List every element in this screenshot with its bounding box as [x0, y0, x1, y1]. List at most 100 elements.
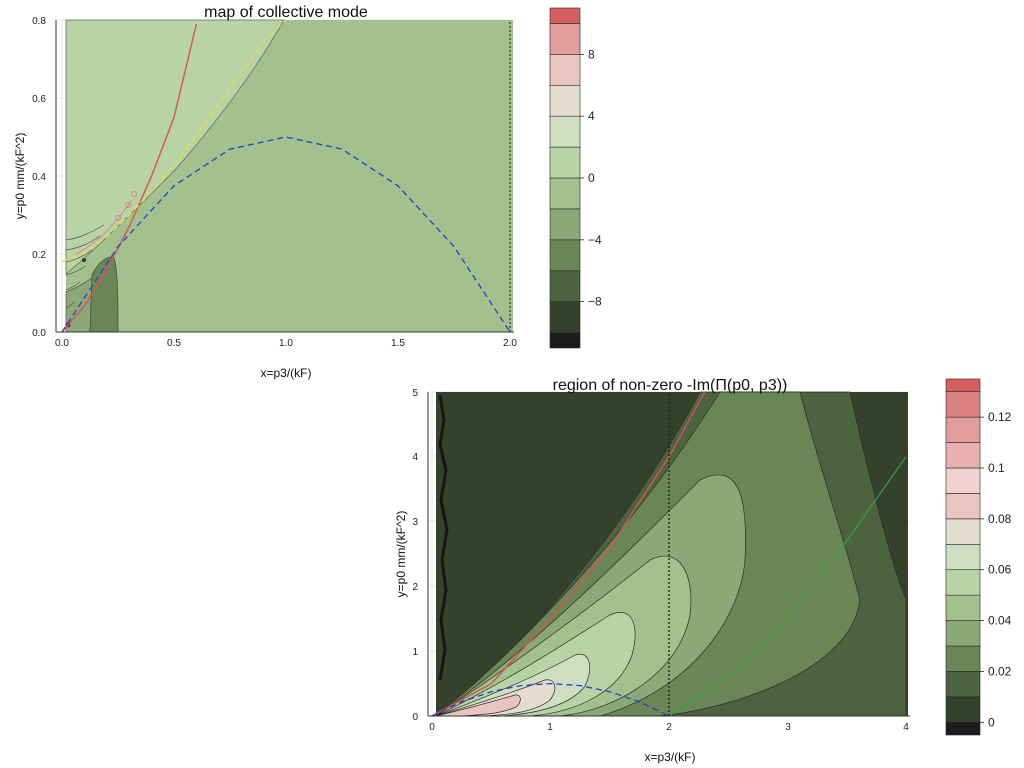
chart2-ytick-4: 4 [412, 452, 418, 463]
chart2-ytick-0: 0 [412, 712, 418, 723]
chart2-colorbar-ticks: 0 0.02 0.04 0.06 0.08 0.1 0.12 [980, 410, 1012, 729]
chart2-band-7 [435, 679, 556, 717]
chart2-xtick-4: 4 [903, 722, 909, 733]
chart2-colorbar-label-0.06: 0.06 [988, 563, 1012, 577]
chart2-colorbar-segment-12 [945, 416, 981, 443]
chart1-colorbar-segment-1 [549, 301, 581, 333]
chart1-colorbar-segment-3 [549, 239, 581, 272]
chart1-colorbar-segment-5 [549, 177, 581, 210]
chart1-colorbar-label-0: 0 [588, 171, 595, 185]
chart1-ylabel: y=p0 mm/(kF^2) [13, 133, 27, 220]
chart2-colorbar-label-0.08: 0.08 [988, 512, 1012, 526]
chart1-red-curve [61, 23, 198, 333]
chart1-xtick-0.0: 0.0 [55, 338, 69, 349]
chart2-colorbar-segment-3 [945, 645, 981, 672]
chart1-ytick-0.0: 0.0 [32, 328, 46, 339]
chart1-contour-line-6 [65, 301, 75, 309]
chart1-contour-dot-dark-1 [82, 258, 86, 262]
chart2-xtick-1: 1 [547, 722, 553, 733]
chart-collective-mode: 0.0 0.5 1.0 1.5 2.0 0.0 0.2 0.4 0.6 0.8 … [13, 4, 602, 380]
chart1-ytick-0.4: 0.4 [32, 172, 46, 183]
chart1-contour-line-5 [65, 281, 81, 291]
chart1-colorbar-label-m4: −4 [588, 233, 602, 247]
chart2-colorbar-label-0.02: 0.02 [988, 664, 1012, 678]
chart1-ytick-0.8: 0.8 [32, 16, 46, 27]
chart2-colorbar-segment-10 [945, 467, 981, 494]
chart2-colorbar-segment-6 [945, 569, 981, 596]
chart2-colorbar-segment-13 [945, 391, 981, 418]
chart-non-zero-im-pi: 0 1 2 3 4 0 1 2 3 4 5 region of non-zero… [394, 377, 1012, 764]
chart2-colorbar-segment-4 [945, 620, 981, 647]
chart2-ylabel: y=p0 mm/(kF^2) [394, 511, 408, 598]
chart1-region-small-pocket [89, 256, 119, 333]
chart2-colorbar-segment-2 [945, 671, 981, 698]
chart1-colorbar-segment-11 [549, 7, 581, 24]
chart1-colorbar-segment-0 [549, 332, 581, 349]
chart1-colorbar-segment-2 [549, 270, 581, 302]
chart2-colorbar-segment-11 [945, 442, 981, 469]
chart2-colorbar [945, 378, 981, 736]
chart1-contour-line-2 [65, 235, 101, 251]
chart2-colorbar-label-0.04: 0.04 [988, 614, 1012, 628]
chart2-colorbar-segment-8 [945, 518, 981, 545]
chart1-contour-line-4 [65, 265, 87, 276]
chart1-xlabel: x=p3/(kF) [260, 366, 311, 380]
chart1-xtick-1.5: 1.5 [391, 338, 405, 349]
chart2-blue-dashed-curve [431, 682, 670, 717]
chart1-colorbar-segment-8 [549, 84, 581, 117]
chart1-colorbar-label-m8: −8 [588, 295, 602, 309]
chart1-contour-dot-3 [131, 191, 137, 197]
chart1-xtick-1.0: 1.0 [279, 338, 293, 349]
chart2-colorbar-segment-0 [945, 721, 981, 736]
chart1-contour-line-3 [65, 249, 93, 263]
chart1-xtick-2.0: 2.0 [503, 338, 517, 349]
chart1-region-left-upper [65, 19, 285, 275]
chart1-colorbar-segment-6 [549, 146, 581, 179]
chart1-contour-line-1 [65, 224, 105, 241]
chart2-ytick-2: 2 [412, 582, 418, 593]
chart1-contour-wiggle-pink [71, 199, 133, 259]
chart2-ytick-1: 1 [412, 647, 418, 658]
chart1-title: map of collective mode [204, 4, 368, 21]
chart1-xtick-0.5: 0.5 [167, 338, 181, 349]
chart1-colorbar-label-8: 8 [588, 47, 595, 61]
chart2-xtick-0: 0 [429, 722, 435, 733]
chart2-contour-fill [434, 391, 908, 717]
chart1-yellow-dashed-curve [61, 19, 287, 263]
chart2-colorbar-segment-1 [945, 696, 981, 723]
chart2-colorbar-label-0: 0 [988, 715, 995, 729]
chart2-colorbar-segment-9 [945, 493, 981, 520]
chart2-xtick-3: 3 [785, 722, 791, 733]
chart1-curves [61, 19, 511, 333]
chart2-band-6 [435, 653, 591, 717]
chart1-colorbar-segment-9 [549, 54, 581, 86]
chart2-noise-left [438, 394, 449, 681]
chart2-colorbar-label-0.1: 0.1 [988, 461, 1005, 475]
chart1-colorbar-segment-7 [549, 115, 581, 148]
chart1-contour-fill [65, 19, 513, 333]
chart2-green-curve [668, 456, 907, 717]
chart2-colorbar-segment-7 [945, 543, 981, 571]
chart1-ytick-0.6: 0.6 [32, 94, 46, 105]
chart2-curves [431, 391, 907, 717]
chart1-colorbar-label-4: 4 [588, 109, 595, 123]
chart1-colorbar-segment-10 [549, 23, 581, 55]
chart2-band-8 [435, 694, 521, 717]
chart1-contour-dot-1 [115, 215, 121, 221]
chart2-band-4 [434, 555, 692, 717]
chart1-contour-dot-2 [125, 202, 131, 208]
chart1-colorbar [549, 7, 581, 349]
chart1-ytick-0.2: 0.2 [32, 250, 46, 261]
chart2-colorbar-label-0.12: 0.12 [988, 410, 1012, 424]
chart2-xlabel: x=p3/(kF) [644, 750, 695, 764]
chart2-band-5 [435, 612, 636, 717]
chart1-colorbar-segment-4 [549, 208, 581, 241]
chart2-ytick-5: 5 [412, 388, 418, 399]
chart2-colorbar-segment-14 [945, 378, 981, 393]
chart2-title: region of non-zero -Im(Π(p0, p3)) [553, 377, 788, 394]
chart2-xtick-2: 2 [666, 722, 672, 733]
chart1-colorbar-ticks: −8 −4 0 4 8 [580, 47, 602, 309]
chart2-red-curve [431, 391, 706, 717]
chart2-ytick-3: 3 [412, 517, 418, 528]
